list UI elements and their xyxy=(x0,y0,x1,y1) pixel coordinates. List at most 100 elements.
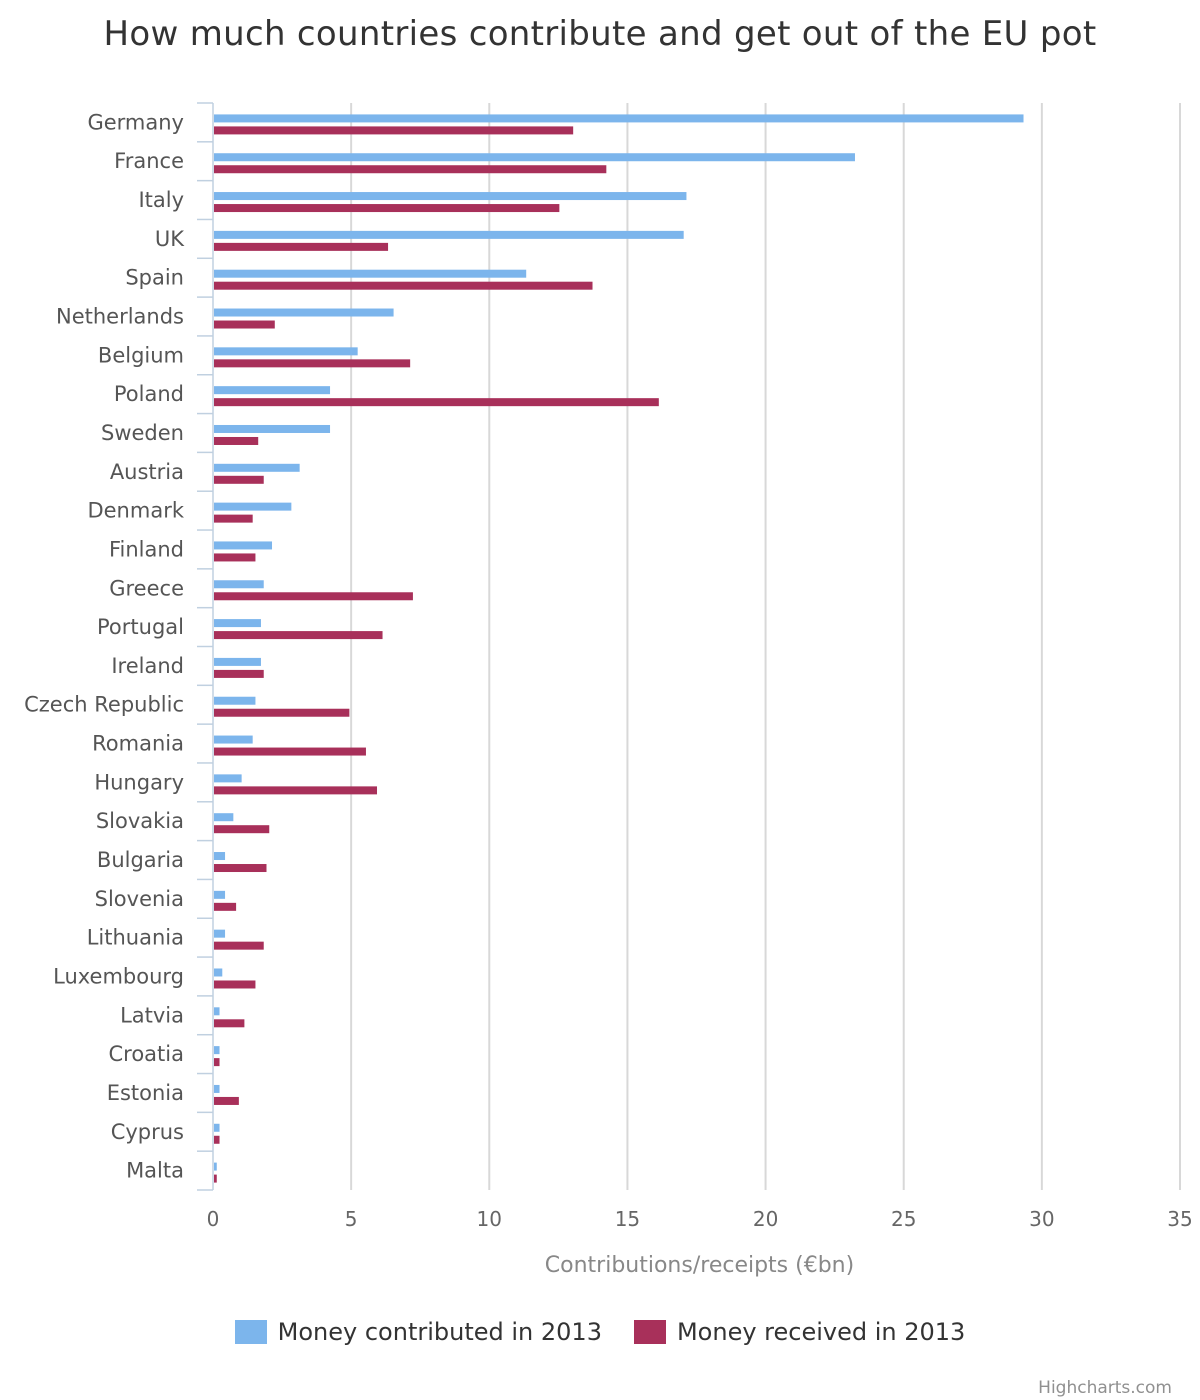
bar-received xyxy=(214,281,593,290)
bar-received xyxy=(214,631,383,640)
bar-received xyxy=(214,359,411,368)
bar-contributed xyxy=(214,386,331,395)
category-label: Malta xyxy=(126,1159,184,1183)
bar-contributed xyxy=(214,347,358,356)
bar-received xyxy=(214,553,256,562)
bar-contributed xyxy=(214,269,527,278)
bar-contributed xyxy=(214,968,223,977)
legend-swatch-received xyxy=(633,1320,666,1344)
x-axis-title: Contributions/receipts (€bn) xyxy=(545,1253,854,1278)
bar-contributed xyxy=(214,1007,220,1016)
bar-received xyxy=(214,592,413,601)
bar-contributed xyxy=(214,735,253,744)
bar-received xyxy=(214,1174,217,1183)
bar-contributed xyxy=(214,424,331,433)
legend-label-received: Money received in 2013 xyxy=(676,1318,966,1346)
category-label: Denmark xyxy=(87,499,184,523)
category-label: Sweden xyxy=(101,421,184,445)
bar-received xyxy=(214,902,237,911)
bar-contributed xyxy=(214,114,1024,123)
bar-received xyxy=(214,436,259,445)
bar-contributed xyxy=(214,192,687,201)
bar-contributed xyxy=(214,774,242,783)
bar-contributed xyxy=(214,1046,220,1055)
category-label: Spain xyxy=(125,266,184,290)
x-tick-label: 0 xyxy=(207,1207,220,1231)
bar-received xyxy=(214,320,275,329)
category-label: Cyprus xyxy=(111,1120,184,1144)
legend-swatch-contributed xyxy=(234,1320,267,1344)
bar-received xyxy=(214,864,267,873)
category-label: Romania xyxy=(92,732,184,756)
bar-received xyxy=(214,980,256,989)
bar-contributed xyxy=(214,1084,220,1093)
category-label: Austria xyxy=(110,460,184,484)
category-label: Lithuania xyxy=(87,926,184,950)
category-label: Bulgaria xyxy=(97,848,184,872)
bar-contributed xyxy=(214,813,234,822)
category-label: France xyxy=(114,149,184,173)
bar-received xyxy=(214,1019,245,1028)
bar-received xyxy=(214,165,607,174)
bar-contributed xyxy=(214,852,226,861)
legend: Money contributed in 2013 Money received… xyxy=(0,1318,1200,1346)
category-label: Estonia xyxy=(107,1081,184,1105)
bar-contributed xyxy=(214,230,684,239)
bar-received xyxy=(214,1096,239,1105)
category-label: Greece xyxy=(109,576,184,600)
bar-received xyxy=(214,1135,220,1144)
bar-contributed xyxy=(214,463,300,472)
bar-contributed xyxy=(214,153,855,162)
x-tick-label: 30 xyxy=(1029,1207,1054,1231)
category-label: Italy xyxy=(138,188,184,212)
x-tick-label: 20 xyxy=(753,1207,778,1231)
x-tick-label: 35 xyxy=(1167,1207,1192,1231)
category-label: Ireland xyxy=(111,654,184,678)
legend-label-contributed: Money contributed in 2013 xyxy=(277,1318,602,1346)
bar-received xyxy=(214,475,264,484)
bar-received xyxy=(214,825,270,834)
category-label: Netherlands xyxy=(56,305,184,329)
bar-received xyxy=(214,941,264,950)
category-label: Slovakia xyxy=(96,809,184,833)
bar-contributed xyxy=(214,541,273,550)
legend-item-contributed[interactable]: Money contributed in 2013 xyxy=(234,1318,602,1346)
bar-received xyxy=(214,126,574,135)
bar-received xyxy=(214,708,350,717)
bar-contributed xyxy=(214,580,264,589)
bar-contributed xyxy=(214,619,261,628)
category-label: Czech Republic xyxy=(24,693,184,717)
category-label: Slovenia xyxy=(95,887,184,911)
category-label: Poland xyxy=(114,382,184,406)
category-label: UK xyxy=(155,227,185,251)
legend-item-received[interactable]: Money received in 2013 xyxy=(633,1318,966,1346)
bar-received xyxy=(214,204,560,213)
category-label: Finland xyxy=(109,537,184,561)
category-label: Latvia xyxy=(120,1003,184,1027)
category-label: Belgium xyxy=(98,343,184,367)
x-tick-label: 5 xyxy=(345,1207,358,1231)
chart-title: How much countries contribute and get ou… xyxy=(103,14,1097,54)
bar-received xyxy=(214,242,389,251)
bar-contributed xyxy=(214,696,256,705)
category-label: Germany xyxy=(87,110,184,134)
bar-received xyxy=(214,514,253,523)
category-label: Hungary xyxy=(94,770,184,794)
x-tick-label: 15 xyxy=(615,1207,640,1231)
category-label: Croatia xyxy=(109,1042,185,1066)
bar-contributed xyxy=(214,1162,217,1171)
category-label: Luxembourg xyxy=(53,964,184,988)
category-label: Portugal xyxy=(97,615,184,639)
bar-received xyxy=(214,786,378,795)
credits-link[interactable]: Highcharts.com xyxy=(1038,1378,1172,1398)
bar-received xyxy=(214,398,659,407)
bar-received xyxy=(214,747,366,756)
bar-contributed xyxy=(214,1123,220,1132)
x-tick-label: 25 xyxy=(891,1207,916,1231)
bar-contributed xyxy=(214,502,292,511)
bar-contributed xyxy=(214,890,226,899)
bar-contributed xyxy=(214,929,226,938)
x-tick-label: 10 xyxy=(477,1207,502,1231)
